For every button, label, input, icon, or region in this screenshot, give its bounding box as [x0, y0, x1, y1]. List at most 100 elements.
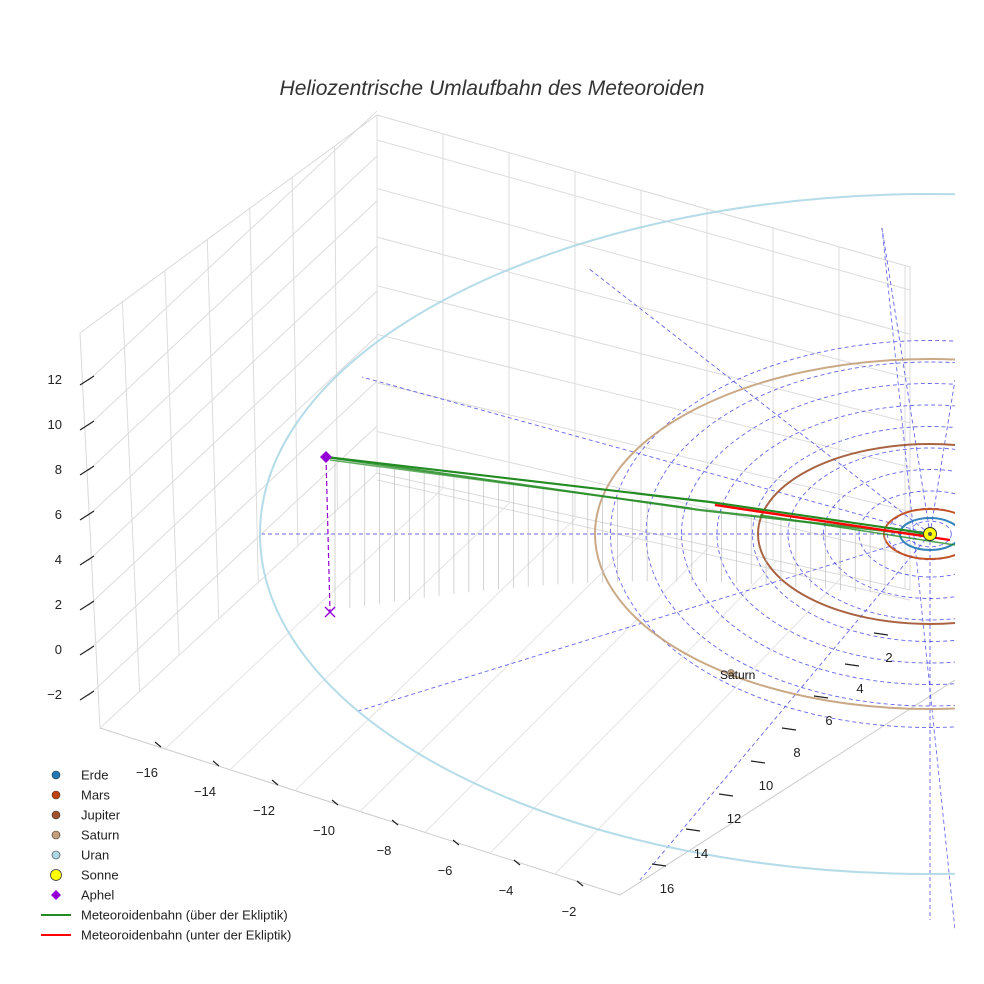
floor-edge-right	[619, 679, 956, 896]
legend-label: Mars	[81, 788, 110, 803]
z-tick-mark	[79, 600, 95, 611]
x-tick-label: −6	[438, 863, 453, 878]
legend-label: Aphel	[81, 888, 114, 903]
chart-title: Heliozentrische Umlaufbahn des Meteoroid…	[280, 77, 705, 100]
legend-marker	[51, 850, 61, 860]
z-grid-back	[376, 479, 911, 601]
axis-grid	[79, 110, 956, 896]
ecliptic-spoke	[881, 227, 931, 535]
legend-label: Erde	[81, 768, 108, 783]
orbit-saturn	[594, 358, 955, 710]
z-grid-back	[376, 188, 911, 335]
y-grid-side	[291, 177, 299, 546]
legend-item: Uran	[51, 848, 109, 863]
y-grid-side	[121, 301, 141, 692]
z-grid-back	[376, 333, 911, 468]
ecliptic-spoke	[929, 379, 955, 535]
label-erde: Er	[964, 528, 976, 542]
axis-ticks: −2 0 2 4 6 8 10 12 −16 −14 −12 −10 −8 −6 −4 −2 2 4 6 8 10 12 1…	[47, 372, 892, 919]
z-grid-side	[87, 335, 378, 607]
z-tick-label: 2	[55, 597, 62, 612]
x-tick-label: −8	[377, 843, 392, 858]
ecliptic-ring	[610, 340, 955, 728]
y-grid-side	[164, 270, 180, 656]
z-grid-side	[87, 200, 378, 472]
y-tick-label: 6	[825, 713, 832, 728]
x-tick-label: −2	[562, 904, 577, 919]
y-tick-label: 4	[856, 681, 863, 696]
z-grid-side	[87, 245, 378, 517]
orbit-erde	[899, 517, 955, 551]
y-grid-side	[249, 208, 259, 583]
z-tick-label: 4	[55, 552, 62, 567]
floor-grid	[229, 501, 511, 771]
z-grid-back	[376, 382, 911, 512]
y-tick-mark	[844, 663, 860, 667]
legend-label: Sonne	[81, 868, 119, 883]
x-tick-label: −10	[313, 823, 335, 838]
floor-grid	[99, 472, 378, 729]
floor-grid	[294, 516, 578, 791]
legend-item: Sonne	[50, 868, 119, 883]
aphel-marker	[320, 451, 332, 463]
legend-label: Jupiter	[81, 808, 121, 823]
z-tick-mark	[79, 420, 95, 431]
legend-item: Saturn	[51, 828, 119, 843]
z-grid-side	[87, 110, 378, 382]
legend-item: Jupiter	[51, 808, 121, 823]
legend-item: Meteoroidenbahn (unter der Ekliptik)	[41, 928, 291, 943]
aphel-foot-marker	[324, 606, 336, 618]
z-grid-side	[87, 290, 378, 562]
x-tick-mark	[576, 880, 584, 887]
ecliptic-spoke	[361, 376, 931, 535]
x-tick-label: −12	[253, 803, 275, 818]
meteoroid-path-below	[714, 503, 951, 542]
floor-grid	[164, 487, 444, 750]
y-tick-mark	[781, 727, 797, 731]
z-tick-mark	[79, 690, 95, 701]
legend-label: Meteoroidenbahn (über der Ekliptik)	[81, 908, 288, 923]
orbits-layer: Saturn Er	[259, 193, 976, 931]
y-tick-label: 8	[793, 745, 800, 760]
z-tick-mark	[79, 645, 95, 656]
y-tick-mark	[873, 632, 889, 636]
z-grid-side	[87, 425, 378, 697]
floor-grid	[489, 560, 778, 854]
y-grid-side	[206, 239, 220, 619]
legend-item: Erde	[51, 768, 108, 783]
ecliptic-spoke	[354, 533, 931, 713]
z-tick-mark	[79, 375, 95, 386]
meteoroid-path-above-1	[325, 455, 931, 536]
y-tick-label: 14	[694, 846, 708, 861]
legend-label: Meteoroidenbahn (unter der Ekliptik)	[81, 928, 291, 943]
x-tick-mark	[391, 819, 399, 826]
x-tick-mark	[212, 760, 220, 767]
legend-marker	[51, 770, 61, 780]
legend-item: Aphel	[51, 888, 114, 903]
ecliptic-ring	[908, 520, 952, 548]
z-grid-back	[376, 236, 911, 380]
x-tick-mark	[513, 859, 521, 866]
y-tick-label: 12	[727, 811, 741, 826]
y-tick-mark	[651, 863, 667, 867]
y-tick-mark	[718, 793, 734, 797]
x-tick-label: −4	[499, 883, 514, 898]
side-wall	[79, 114, 378, 730]
legend-label: Uran	[81, 848, 109, 863]
aphel-projection	[325, 456, 331, 613]
z-tick-label: 10	[48, 417, 62, 432]
z-tick-mark	[79, 465, 95, 476]
x-tick-label: −14	[194, 784, 216, 799]
meteoroid-path-above-2	[325, 455, 931, 538]
z-tick-label: 12	[48, 372, 62, 387]
y-grid-side	[334, 146, 338, 510]
y-tick-label: 2	[885, 650, 892, 665]
floor-grid	[424, 545, 711, 833]
z-grid-back	[376, 139, 911, 291]
legend-marker	[51, 810, 61, 820]
floor-grid	[554, 575, 844, 875]
meteoroid-layer	[320, 451, 955, 618]
legend-marker	[51, 790, 61, 800]
z-tick-label: 6	[55, 507, 62, 522]
